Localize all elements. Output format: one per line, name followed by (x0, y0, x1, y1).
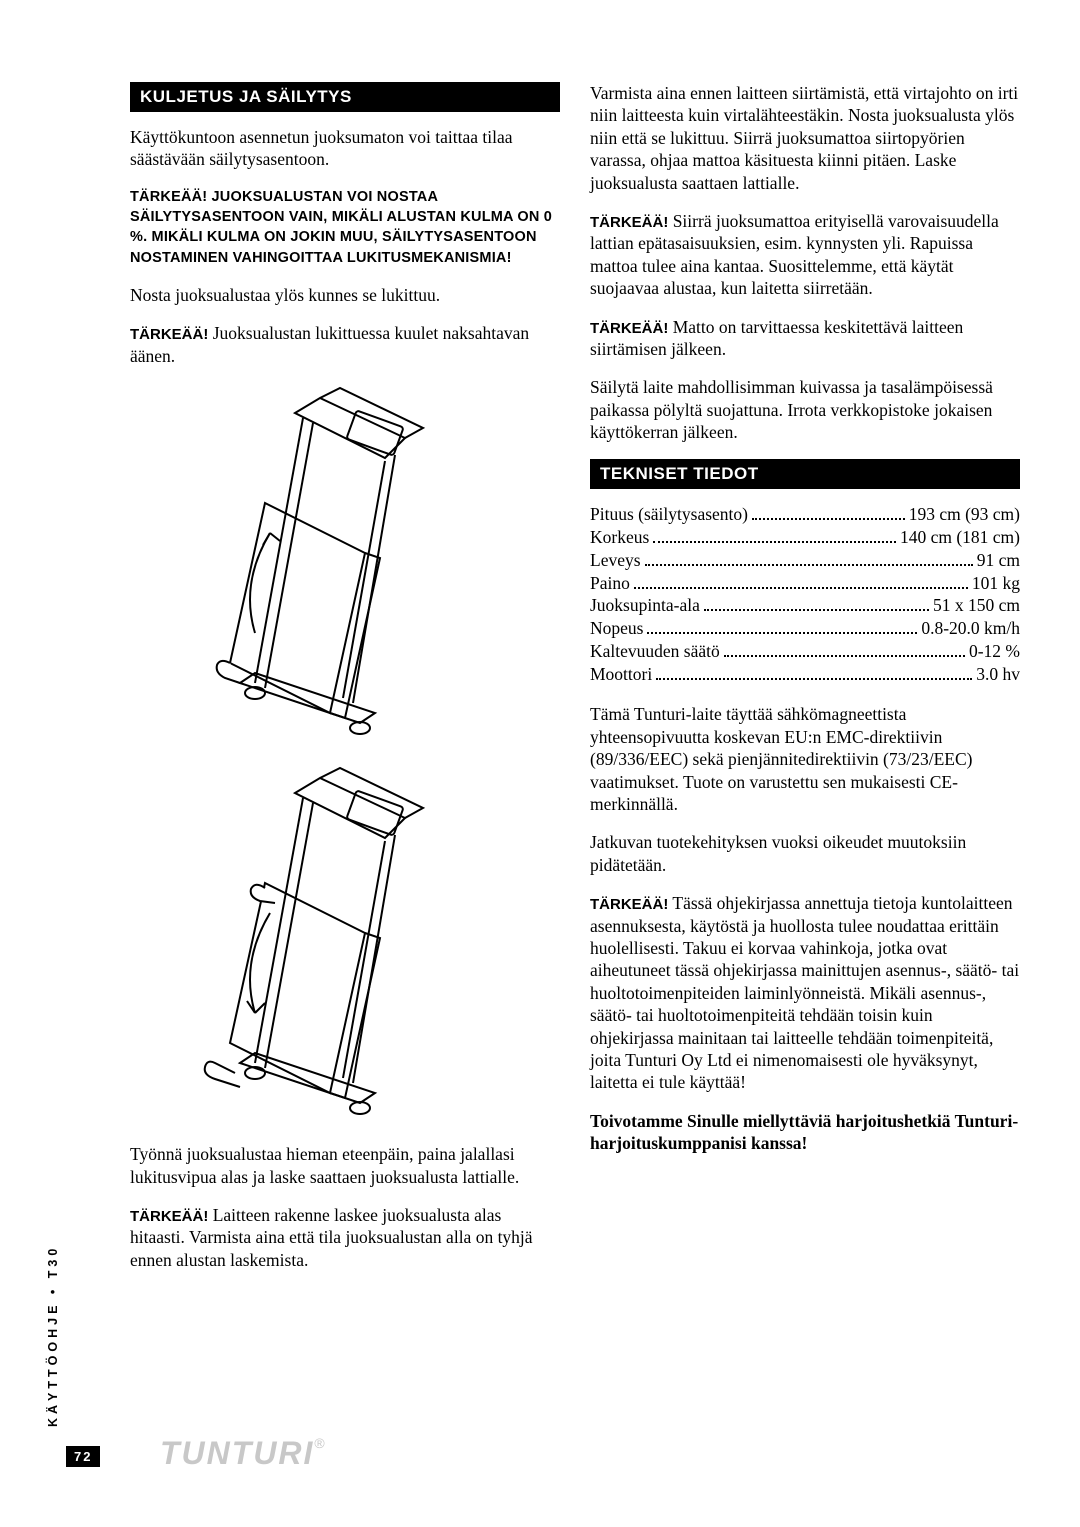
warning-inline: TÄRKEÄÄ! Juoksualustan lukittuessa kuule… (130, 322, 560, 367)
figure-treadmill-fold-up (185, 383, 505, 743)
warning-label: TÄRKEÄÄ! (590, 214, 668, 231)
spec-table: Pituus (säilytysasento) 193 cm (93 cm)Ko… (590, 503, 1020, 685)
spec-leader-dots (653, 527, 896, 543)
spec-value: 91 cm (977, 549, 1020, 572)
spec-leader-dots (724, 641, 965, 657)
spec-leader-dots (647, 618, 917, 634)
spec-leader-dots (645, 550, 973, 566)
spec-row: Moottori 3.0 hv (590, 663, 1020, 686)
heading-technical-specs: TEKNISET TIEDOT (590, 459, 1020, 489)
spec-value: 101 kg (972, 572, 1020, 595)
registered-icon: ® (314, 1435, 326, 1451)
paragraph: Tämä Tunturi-laite täyttää sähkömagneett… (590, 703, 1020, 815)
heading-transport-storage: KULJETUS JA SÄILYTYS (130, 82, 560, 112)
warning-inline: TÄRKEÄÄ! Siirrä juoksumattoa erityisellä… (590, 210, 1020, 300)
spec-label: Pituus (säilytysasento) (590, 503, 748, 526)
left-column: KULJETUS JA SÄILYTYS Käyttökuntoon asenn… (130, 82, 560, 1287)
spec-leader-dots (704, 596, 929, 612)
warning-inline: TÄRKEÄÄ! Laitteen rakenne laskee juoksua… (130, 1204, 560, 1271)
spec-value: 0-12 % (969, 640, 1020, 663)
spec-leader-dots (656, 664, 972, 680)
treadmill-fold-up-icon (185, 383, 505, 743)
warning-label: TÄRKEÄÄ! (590, 320, 668, 337)
warning-inline: TÄRKEÄÄ! Matto on tarvittaessa keskitett… (590, 316, 1020, 361)
spec-row: Pituus (säilytysasento) 193 cm (93 cm) (590, 503, 1020, 526)
spec-value: 0.8-20.0 km/h (921, 617, 1020, 640)
spec-label: Leveys (590, 549, 641, 572)
right-column: Varmista aina ennen laitteen siirtämistä… (590, 82, 1020, 1287)
paragraph: Säilytä laite mahdollisimman kuivassa ja… (590, 376, 1020, 443)
spec-value: 193 cm (93 cm) (909, 503, 1020, 526)
paragraph: Käyttökuntoon asennetun juoksumaton voi … (130, 126, 560, 171)
spec-row: Paino 101 kg (590, 572, 1020, 595)
warning-block: TÄRKEÄÄ! JUOKSUALUSTAN VOI NOSTAA SÄILYT… (130, 187, 560, 268)
page-content: KULJETUS JA SÄILYTYS Käyttökuntoon asenn… (0, 0, 1080, 1327)
spec-label: Juoksupinta-ala (590, 594, 700, 617)
page-number: 72 (66, 1446, 100, 1467)
paragraph: Nosta juoksualustaa ylös kunnes se lukit… (130, 284, 560, 306)
warning-inline: TÄRKEÄÄ! Tässä ohjekirjassa annettuja ti… (590, 892, 1020, 1094)
closing-message: Toivotamme Sinulle miellyttäviä harjoitu… (590, 1110, 1020, 1156)
paragraph: Varmista aina ennen laitteen siirtämistä… (590, 82, 1020, 194)
treadmill-fold-down-icon (185, 763, 505, 1123)
figure-treadmill-fold-down (185, 763, 505, 1123)
side-label: KÄYTTÖOHJE • T30 (46, 1245, 60, 1427)
spec-leader-dots (752, 505, 905, 521)
warning-label: TÄRKEÄÄ! (590, 896, 668, 913)
paragraph: Työnnä juoksualustaa hieman eteenpäin, p… (130, 1143, 560, 1188)
spec-label: Korkeus (590, 526, 649, 549)
spec-row: Juoksupinta-ala 51 x 150 cm (590, 594, 1020, 617)
logo-text: TUNTURI (160, 1435, 314, 1471)
spec-row: Leveys 91 cm (590, 549, 1020, 572)
warning-label: TÄRKEÄÄ! (130, 1208, 208, 1225)
brand-logo: TUNTURI® (160, 1435, 327, 1472)
spec-row: Nopeus 0.8-20.0 km/h (590, 617, 1020, 640)
spec-label: Moottori (590, 663, 652, 686)
spec-label: Kaltevuuden säätö (590, 640, 720, 663)
warning-text: Tässä ohjekirjassa annettuja tietoja kun… (590, 893, 1019, 1092)
spec-label: Paino (590, 572, 630, 595)
spec-value: 140 cm (181 cm) (900, 526, 1020, 549)
spec-label: Nopeus (590, 617, 643, 640)
paragraph: Jatkuvan tuotekehityksen vuoksi oikeudet… (590, 831, 1020, 876)
spec-row: Korkeus 140 cm (181 cm) (590, 526, 1020, 549)
spec-leader-dots (634, 573, 968, 589)
spec-value: 3.0 hv (976, 663, 1020, 686)
spec-row: Kaltevuuden säätö 0-12 % (590, 640, 1020, 663)
spec-value: 51 x 150 cm (933, 594, 1020, 617)
warning-label: TÄRKEÄÄ! (130, 326, 208, 343)
